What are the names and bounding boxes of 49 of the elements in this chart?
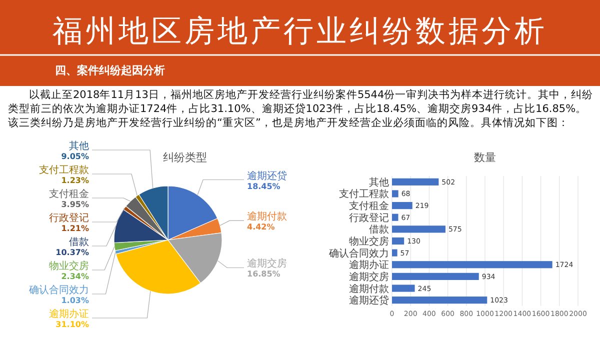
slice-label: 确认合同效力 <box>28 284 89 296</box>
slice-label: 其他 <box>69 140 89 152</box>
bar <box>392 226 446 233</box>
text: 纠纷类型 <box>163 151 207 164</box>
data-label: 3.95% <box>61 200 89 209</box>
bar <box>392 214 398 221</box>
bar <box>392 178 439 186</box>
y-tick-label: 支付租金 <box>349 200 389 212</box>
slice-label: 物业交房 <box>49 260 89 272</box>
data-label: 4.42% <box>247 222 275 232</box>
data-label: 16.85% <box>247 270 280 279</box>
y-tick-label: 物业交房 <box>349 236 389 248</box>
data-label: 1.21% <box>61 224 89 233</box>
text: 四、案件纠纷起因分析 <box>55 64 165 77</box>
y-tick-label: 行政登记 <box>349 212 389 224</box>
chart-title: 数量 <box>474 151 496 164</box>
y-tick-label: 确认合同效力 <box>328 247 389 260</box>
slice-label: 逾期付款 <box>247 210 287 223</box>
bar <box>392 249 398 256</box>
y-tick-label: 支付工程款 <box>339 188 389 200</box>
data-label: 1.03% <box>61 296 89 305</box>
text: 以截止至2018年11月13日，福州地区房地产开发经营行业纠纷案件5544份一审判决书为样本进行统计。其中，纠纷类型前三的依次为逾期办证1724件，占比31.10%、逾期还贷1023件，占比18.45%、逾期交房934件，占比16.85%。该三类纠纷乃是房地产开发经营行业纠纷的“重灾区”，也是房地产开发经营企业必须面临的风险。具体情况如下图： <box>8 88 594 130</box>
data-label: 2.34% <box>61 272 89 281</box>
data-label: 1.23% <box>61 176 89 185</box>
slice-label: 逾期交房 <box>247 258 287 270</box>
slice-label: 支付工程款 <box>39 164 89 176</box>
slice-label: 借款 <box>69 237 89 248</box>
slice-label: 逾期办证 <box>49 308 89 320</box>
slice-label: 行政登记 <box>49 212 89 224</box>
bar <box>392 261 552 268</box>
slice-label: 逾期还贷 <box>247 170 287 182</box>
bar <box>392 296 488 304</box>
text: 福州地区房地产行业纠纷数据分析 <box>52 14 548 49</box>
bar <box>392 237 404 245</box>
data-label: 18.45% <box>247 182 280 191</box>
data-label: 10.37% <box>56 248 89 257</box>
bar <box>392 202 412 210</box>
bar <box>392 190 398 198</box>
y-tick-label: 借款 <box>369 224 389 236</box>
y-tick-label: 逾期办证 <box>349 259 389 272</box>
y-tick-label: 逾期还贷 <box>349 294 389 307</box>
data-label: 9.05% <box>61 152 89 161</box>
y-tick-label: 逾期交房 <box>349 270 389 283</box>
bar <box>392 272 479 280</box>
data-label: 31.10% <box>56 320 89 329</box>
y-tick-label: 其他 <box>369 176 389 188</box>
slice-label: 支付租金 <box>49 188 89 200</box>
y-tick-label: 逾期付款 <box>349 282 389 295</box>
bar <box>392 284 415 292</box>
